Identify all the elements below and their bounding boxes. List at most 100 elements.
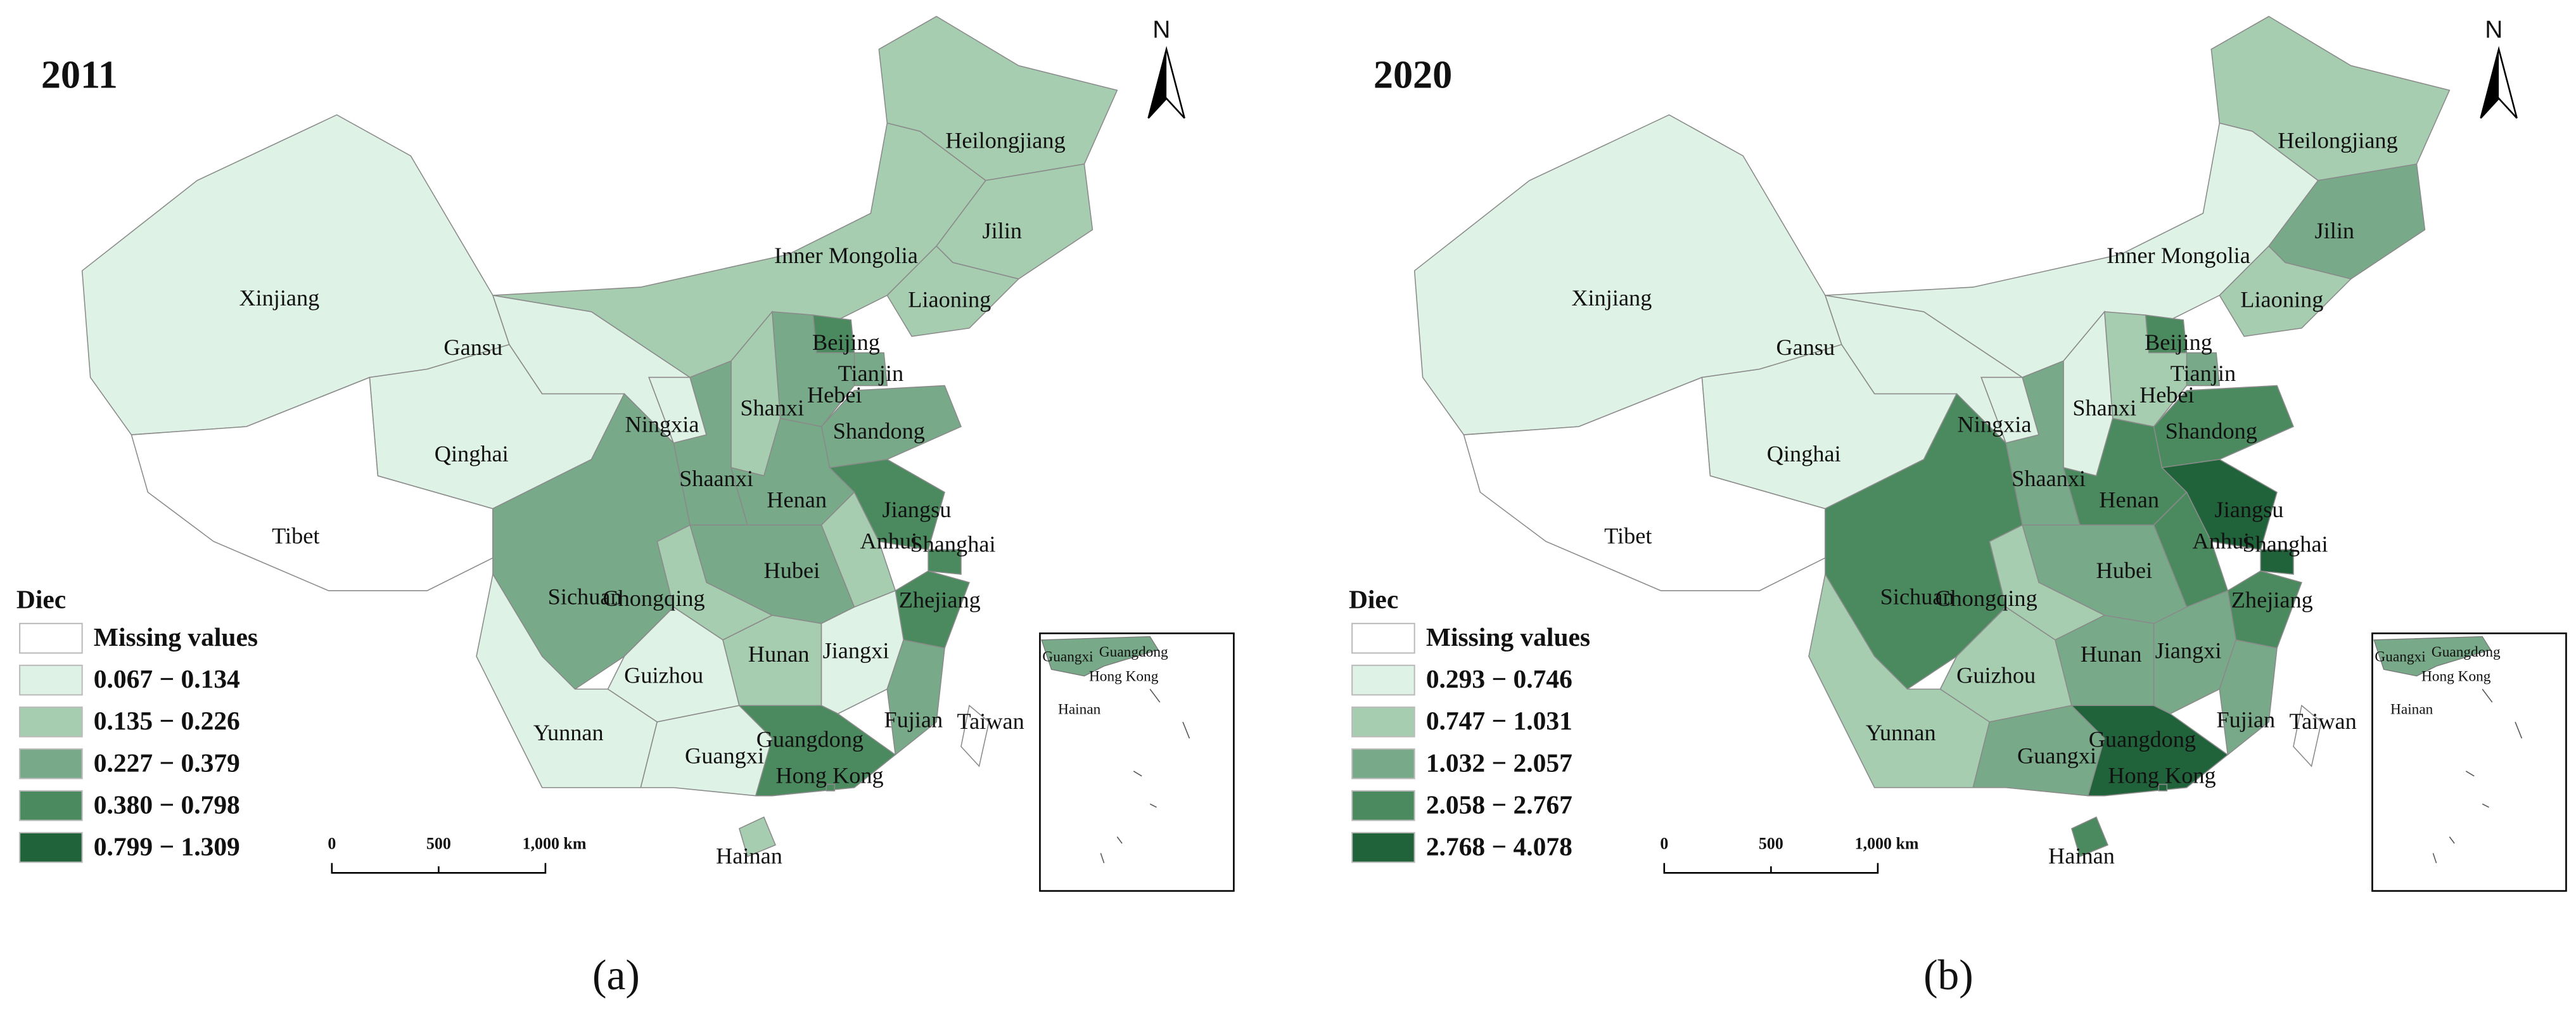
inset-label: Guangdong (2432, 644, 2501, 660)
inset-islands (1100, 688, 1190, 864)
inset-label: Hainan (1058, 701, 1101, 717)
legend-label: 1.032 − 2.057 (1426, 748, 1572, 777)
province-label: Xinjiang (239, 285, 319, 311)
province-label: Zhejiang (2231, 587, 2313, 613)
province (886, 245, 1020, 337)
province (2070, 816, 2108, 857)
province-label: Shanghai (2242, 531, 2328, 556)
legend-title: Diec (16, 585, 66, 614)
legend-swatch (1351, 748, 1415, 780)
inset-label: Hainan (2390, 701, 2433, 717)
legend-swatch (1351, 664, 1415, 696)
scale-label: 1,000 km (523, 834, 587, 852)
province-label: Liaoning (908, 287, 991, 312)
inset-label: Hong Kong (1089, 669, 1159, 685)
province-label: Hong Kong (2108, 763, 2216, 788)
province-label: Qinghai (1767, 441, 1841, 466)
panel-title: 2020 (1374, 54, 1452, 97)
province (2158, 783, 2168, 792)
province-label: Yunnan (1866, 720, 1936, 745)
legend-swatch (1351, 831, 1415, 863)
scale-bar (1663, 863, 1879, 874)
legend-swatch (19, 664, 83, 696)
province-label: Shandong (2165, 418, 2257, 444)
province-label: Tibet (1604, 523, 1652, 549)
province-label: Shaanxi (2012, 466, 2086, 491)
province-label: Fujian (884, 707, 943, 733)
province-label: Henan (767, 487, 827, 513)
north-label: N (2485, 16, 2503, 43)
province (738, 816, 776, 857)
province-label: Tianjin (838, 361, 904, 386)
legend-label: 0.293 − 0.746 (1426, 664, 1572, 693)
province (2260, 549, 2294, 575)
province-label: Fujian (2216, 707, 2275, 733)
province-label: Ningxia (625, 411, 699, 437)
province-label: Sichuan (1880, 584, 1954, 609)
province-label: Anhui (860, 528, 918, 553)
inset-coast (2373, 636, 2492, 677)
inset-label: Guangdong (1099, 644, 1168, 660)
province-label: Shanxi (2072, 395, 2136, 421)
north-arrow-half (2480, 49, 2499, 119)
province-label: Guizhou (624, 663, 703, 688)
scale-label: 500 (426, 834, 451, 852)
province-label: Inner Mongolia (774, 243, 918, 268)
province-label: Heilongjiang (2278, 128, 2398, 153)
province-label: Jiangxi (823, 638, 889, 664)
legend-label: 0.380 − 0.798 (94, 790, 240, 819)
province-label: Hong Kong (775, 763, 883, 788)
scale-label: 0 (1660, 834, 1668, 852)
province-label: Hunan (2081, 641, 2142, 667)
legend-swatch (19, 748, 83, 780)
province-label: Beijing (2145, 330, 2212, 355)
province-label: Ningxia (1958, 411, 2032, 437)
legend-label: Missing values (1426, 622, 1590, 651)
inset-label: Guangxi (2375, 649, 2426, 665)
province-label: Inner Mongolia (2107, 243, 2250, 268)
legend-label: 0.747 − 1.031 (1426, 706, 1572, 735)
province-label: Gansu (1776, 335, 1835, 360)
inset-frame (2371, 632, 2567, 892)
province-label: Xinjiang (1571, 285, 1652, 311)
province (2219, 245, 2352, 337)
province (2070, 705, 2229, 797)
province-label: Jilin (983, 218, 1023, 243)
province-label: Henan (2099, 487, 2159, 513)
province (960, 704, 990, 767)
province-label: Guangxi (2017, 743, 2096, 768)
province-label: Guangdong (756, 727, 864, 752)
province (2210, 15, 2451, 181)
inset-label: Hong Kong (2421, 669, 2491, 685)
province-label: Taiwan (957, 709, 1024, 734)
legend-label: 2.768 − 4.078 (1426, 831, 1572, 861)
province-label: Hebei (807, 382, 862, 408)
province-label: Shanghai (910, 531, 995, 556)
province-label: Tibet (272, 523, 319, 549)
province (738, 705, 896, 797)
province-label: Anhui (2193, 528, 2250, 553)
province (878, 15, 1118, 181)
province-label: Hainan (716, 843, 782, 868)
legend-swatch (19, 831, 83, 863)
panel-title: 2011 (41, 54, 118, 97)
province-label: Gansu (443, 335, 502, 360)
province-label: Jiangsu (2215, 497, 2284, 522)
province-label: Shaanxi (679, 466, 753, 491)
north-arrow-half (1148, 49, 1167, 119)
legend-label: 0.227 − 0.379 (94, 748, 240, 777)
legend-swatch (1351, 790, 1415, 821)
province-label: Beijing (812, 330, 880, 355)
province-label: Liaoning (2240, 287, 2323, 312)
province-label: Heilongjiang (945, 128, 1066, 153)
province-label: Shandong (833, 418, 925, 444)
legend-label: 2.058 − 2.767 (1426, 790, 1572, 819)
panel-caption: (b) (1923, 951, 1973, 999)
legend-label: Missing values (94, 622, 258, 651)
province-label: Hubei (2096, 558, 2153, 583)
scale-label: 0 (328, 834, 336, 852)
map-panel: Xinjiang Tibet Qinghai Gansu Inner Mongolia H… (16, 15, 1235, 999)
province-label: Jiangxi (2155, 638, 2222, 664)
province-label: Hunan (748, 641, 810, 667)
